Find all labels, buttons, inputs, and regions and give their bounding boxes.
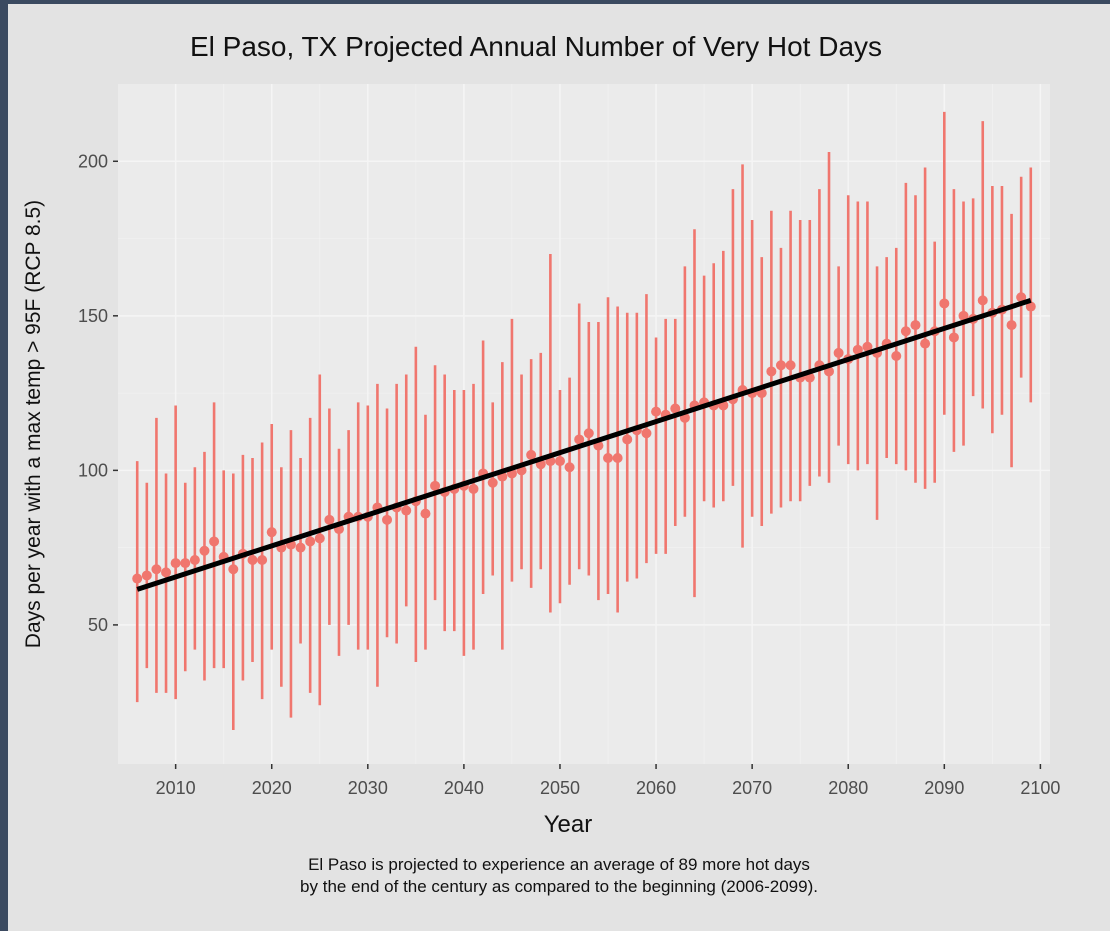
data-point [180,558,191,569]
data-point [487,477,498,488]
x-tick-label: 2060 [636,778,676,798]
x-tick-label: 2070 [732,778,772,798]
x-tick-label: 2090 [924,778,964,798]
data-point [920,338,931,349]
data-point [1006,320,1017,331]
data-point [314,533,325,544]
data-point [939,298,950,309]
data-point [1025,301,1036,312]
gridlines [118,84,1050,764]
data-point [161,567,172,578]
x-axis: 2010 2020 2030 2040 2050 2060 2070 2080 2090 2100 [156,764,1060,798]
data-point [141,570,152,581]
caption-line-2: by the end of the century as compared to… [300,877,818,896]
error-bars [135,111,1033,730]
data-point [958,310,969,321]
y-axis-label: Days per year with a max temp > 95F (RCP… [22,200,45,648]
x-tick-label: 2010 [156,778,196,798]
y-tick-label: 150 [78,306,108,326]
data-point [910,320,921,331]
data-point [189,555,200,565]
data-point [382,514,393,525]
data-point [151,564,162,575]
data-point [641,428,652,439]
data-point [785,360,796,371]
y-axis: 50 100 150 200 [78,151,118,635]
data-point [199,545,210,556]
data-point [583,428,594,439]
y-tick-label: 200 [78,151,108,171]
caption-line-1: El Paso is projected to experience an av… [308,855,810,874]
data-point [554,456,565,467]
x-axis-label: Year [544,811,593,838]
x-tick-label: 2040 [444,778,484,798]
plot-panel [118,84,1050,764]
data-point [526,449,537,460]
x-tick-label: 2050 [540,778,580,798]
data-point [247,555,258,565]
data-point [430,480,441,491]
data-point [574,434,585,445]
data-point [766,366,777,377]
data-point [132,573,143,584]
chart: El Paso, TX Projected Annual Number of V… [22,31,1060,838]
data-point [670,403,681,414]
chart-frame: El Paso, TX Projected Annual Number of V… [8,4,1110,931]
data-point [324,514,335,525]
data-point [1016,292,1027,303]
y-tick-label: 100 [78,460,108,480]
x-tick-label: 2020 [252,778,292,798]
x-tick-label: 2030 [348,778,388,798]
data-point [228,564,239,575]
data-point [948,332,959,343]
data-point [900,326,911,337]
chart-title: El Paso, TX Projected Annual Number of V… [190,31,882,62]
data-point [564,462,575,473]
data-point [257,555,268,565]
data-point [305,536,316,547]
trend-line [136,297,1032,592]
data-point [891,351,902,361]
data-point [862,341,873,352]
data-point [977,295,988,306]
data-point [852,344,863,355]
x-tick-label: 2080 [828,778,868,798]
x-tick-label: 2100 [1020,778,1060,798]
data-point [401,505,412,516]
data-point [775,360,786,371]
data-point [420,508,431,519]
data-point [295,542,306,553]
data-point [612,453,623,463]
data-point [170,558,181,569]
data-point [468,483,479,494]
data-point [833,347,844,358]
data-point [266,527,277,538]
data-point [603,453,614,463]
y-tick-label: 50 [88,615,108,635]
data-point [209,536,220,547]
data-point [622,434,633,445]
data-point [651,406,662,417]
